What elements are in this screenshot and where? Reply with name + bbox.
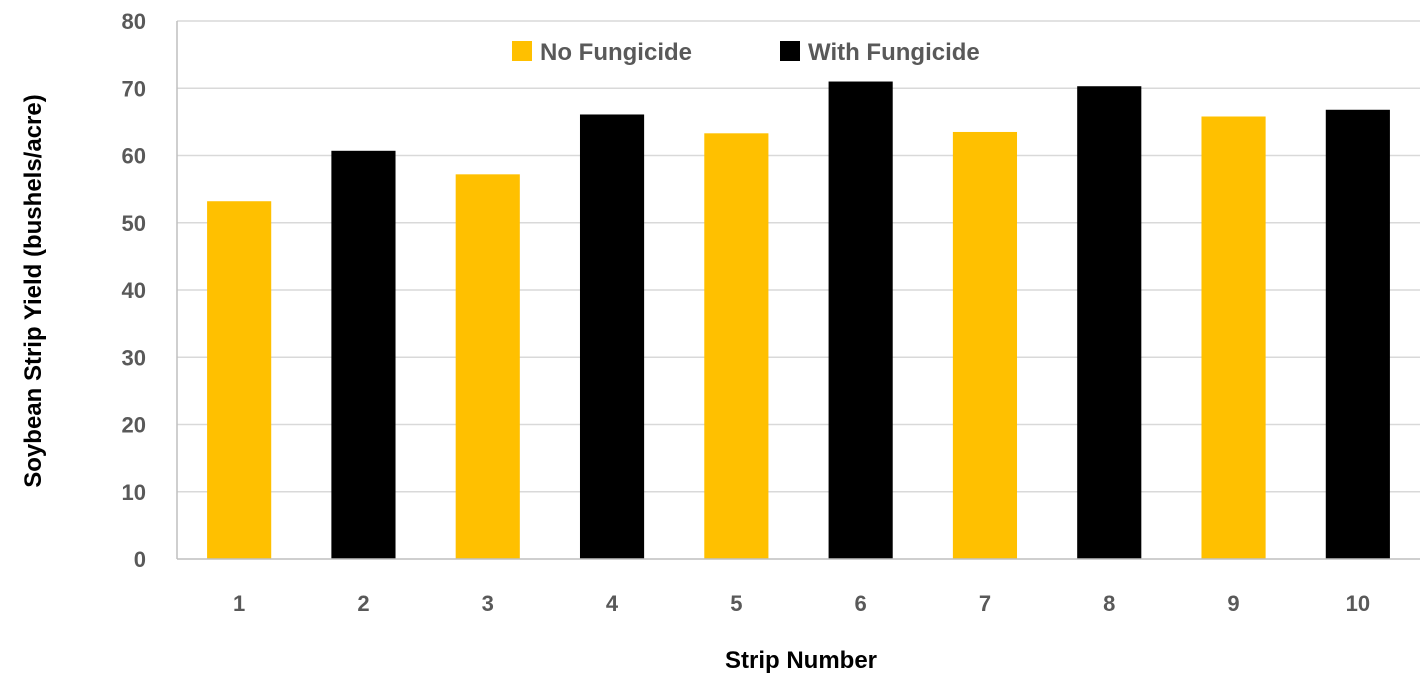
y-tick-label: 40 bbox=[122, 278, 146, 303]
legend-label-with-fungicide: With Fungicide bbox=[808, 39, 980, 66]
y-axis-title: Soybean Strip Yield (bushels/acre) bbox=[20, 94, 47, 487]
bar-strip-4 bbox=[579, 114, 645, 559]
bar-strip-7 bbox=[952, 131, 1018, 559]
x-tick-label: 5 bbox=[730, 591, 742, 616]
y-tick-label: 0 bbox=[134, 547, 146, 572]
bar-strip-2 bbox=[331, 150, 396, 560]
y-tick-label: 30 bbox=[122, 345, 146, 370]
x-tick-label: 10 bbox=[1346, 591, 1370, 616]
bars bbox=[207, 81, 1390, 560]
x-tick-label: 3 bbox=[482, 591, 494, 616]
y-tick-label: 60 bbox=[122, 144, 146, 169]
y-tick-label: 80 bbox=[122, 9, 146, 34]
x-tick-labels: 1 2 3 4 5 6 7 8 9 10 bbox=[233, 591, 1370, 616]
legend-swatch-no-fungicide bbox=[512, 41, 532, 61]
legend: No Fungicide With Fungicide bbox=[512, 39, 980, 66]
y-tick-label: 20 bbox=[122, 413, 146, 438]
y-tick-label: 70 bbox=[122, 76, 146, 101]
legend-label-no-fungicide: No Fungicide bbox=[540, 39, 692, 66]
bar-strip-5 bbox=[704, 133, 769, 559]
x-tick-label: 4 bbox=[606, 591, 619, 616]
bar-strip-9 bbox=[1201, 116, 1266, 560]
y-tick-label: 10 bbox=[122, 480, 146, 505]
x-tick-label: 2 bbox=[357, 591, 369, 616]
x-tick-label: 7 bbox=[979, 591, 991, 616]
x-tick-label: 1 bbox=[233, 591, 245, 616]
x-axis-title: Strip Number bbox=[725, 647, 877, 674]
bar-strip-8 bbox=[1077, 86, 1142, 560]
bar-strip-3 bbox=[455, 174, 520, 559]
x-tick-label: 6 bbox=[855, 591, 867, 616]
bar-strip-10 bbox=[1325, 109, 1390, 560]
x-tick-label: 8 bbox=[1103, 591, 1115, 616]
y-tick-label: 50 bbox=[122, 211, 146, 236]
bar-strip-1 bbox=[207, 201, 272, 560]
axes bbox=[176, 21, 1420, 560]
y-tick-labels: 0 10 20 30 40 50 60 70 80 bbox=[122, 9, 146, 572]
legend-swatch-with-fungicide bbox=[780, 41, 800, 61]
x-tick-label: 9 bbox=[1227, 591, 1239, 616]
bar-strip-6 bbox=[828, 81, 893, 560]
